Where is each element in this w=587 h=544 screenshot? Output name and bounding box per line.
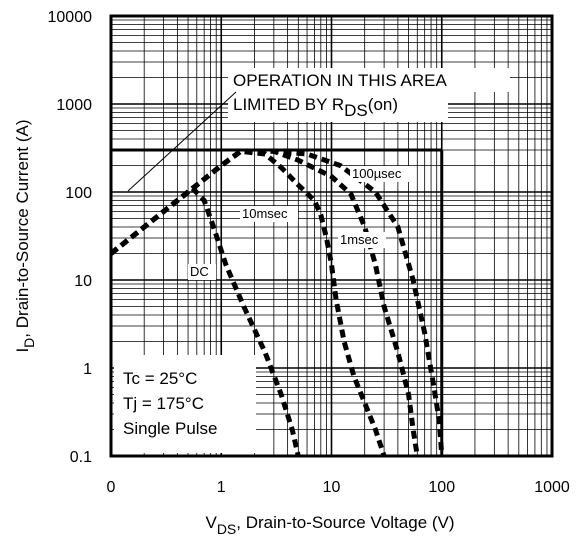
y-tick-label: 1000: [56, 97, 92, 114]
y-tick-label: 1: [83, 361, 92, 378]
conditions-box: Tc = 25°C Tj = 175°C Single Pulse: [114, 355, 256, 453]
y-tick-label: 10: [74, 273, 92, 290]
condition-pulse: Single Pulse: [123, 419, 218, 438]
x-tick-label: 0: [107, 479, 116, 496]
y-tick-label: 100: [65, 185, 92, 202]
x-tick-label: 1: [217, 479, 226, 496]
y-tick-label: 10000: [48, 9, 93, 26]
operation-leader-line: [127, 91, 237, 192]
operation-line-1: OPERATION IN THIS AREA: [233, 71, 447, 90]
condition-tc: Tc = 25°C: [123, 369, 197, 388]
y-tick-label: 0.1: [70, 449, 92, 466]
series-label: 10msec: [242, 206, 288, 221]
series-labels: DC 10msec 1msec 100µsec: [188, 166, 414, 280]
operation-area-annotation: OPERATION IN THIS AREA LIMITED BY RDS(on…: [127, 68, 510, 192]
series-label-bg: [350, 166, 414, 182]
series-curves: [109, 148, 445, 457]
series-label: 1msec: [340, 232, 379, 247]
series-label: 100µsec: [352, 166, 402, 181]
conditions-bg: [114, 355, 256, 453]
x-axis-title: VDS, Drain-to-Source Voltage (V): [205, 513, 454, 537]
series-label-bg: [240, 206, 298, 222]
operation-label-bg-2: [228, 92, 448, 122]
condition-tj: Tj = 175°C: [123, 394, 204, 413]
operation-line-2: LIMITED BY RDS(on): [233, 95, 398, 120]
x-tick-label: 10: [323, 479, 341, 496]
tick-labels: 0 1 10 100 1000 10000 1000 100 10 1 0.1: [48, 9, 570, 496]
series-label: DC: [190, 264, 209, 279]
y-axis-title: ID, Drain-to-Source Current (A): [13, 119, 37, 352]
series-curve-0: [109, 185, 301, 457]
x-tick-label: 100: [428, 479, 455, 496]
series-label-bg: [338, 232, 386, 248]
series-label-bg: [188, 264, 216, 280]
x-tick-label: 1000: [534, 479, 570, 496]
plot-frame: [109, 14, 554, 458]
operation-label-bg: [228, 68, 510, 92]
